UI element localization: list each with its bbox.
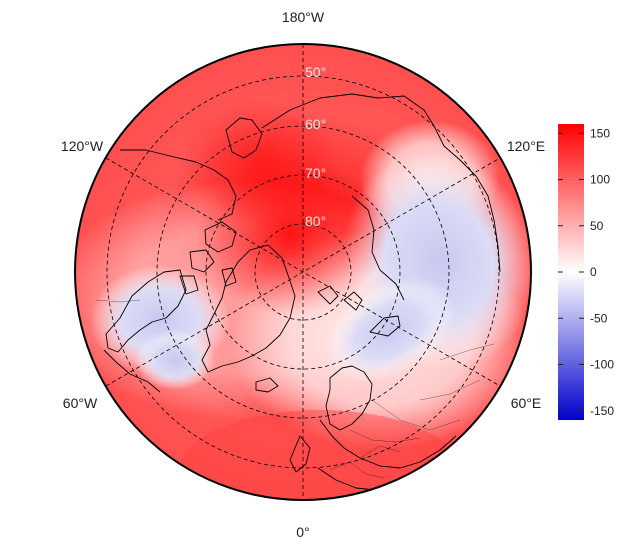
lon-label-60e: 60°E [511, 395, 542, 411]
map-boundary [74, 43, 532, 501]
lat-circle-50 [106, 75, 500, 469]
colorbar-tick-label: 0 [590, 265, 597, 279]
colorbar-tick-label: 100 [590, 173, 610, 187]
colorbar-ticks: 150 100 50 0 -50 -100 -150 [558, 126, 614, 418]
lon-label-60w: 60°W [63, 395, 98, 411]
anomaly-field [75, 44, 531, 500]
lon-label-0: 0° [296, 524, 309, 540]
colorbar-tick-label: 150 [590, 126, 610, 140]
lat-circle-70 [205, 174, 401, 370]
colorbar: 150 100 50 0 -50 -100 -150 [558, 124, 614, 420]
lat-circle-60 [156, 125, 450, 419]
lon-label-120e: 120°E [507, 138, 545, 154]
colorbar-tick-label: -50 [590, 311, 608, 325]
lon-label-180w: 180°W [282, 9, 325, 25]
lat-circle-80 [254, 223, 352, 321]
lat-label-80: 80° [305, 213, 326, 229]
graticule [105, 44, 501, 500]
lon-label-120w: 120°W [61, 138, 104, 154]
lat-label-50: 50° [305, 64, 326, 80]
colorbar-tick-label: -150 [590, 404, 614, 418]
meridian-60e-120w [105, 157, 501, 387]
lat-label-70: 70° [305, 165, 326, 181]
country-borders [95, 299, 495, 479]
colorbar-tick-label: -100 [590, 358, 614, 372]
lat-label-60: 60° [305, 116, 326, 132]
colorbar-tick-label: 50 [590, 219, 604, 233]
